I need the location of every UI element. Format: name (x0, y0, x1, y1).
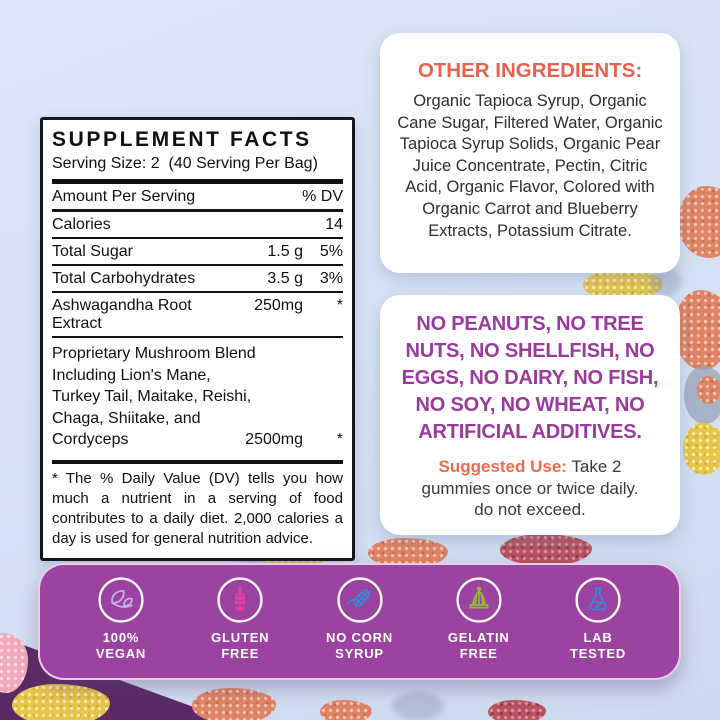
ingredients-line: Tapioca Syrup Solids, Organic Pear (399, 135, 661, 154)
badge-label: LAB TESTED (569, 630, 627, 661)
gummy-salmon-right (674, 290, 720, 370)
suggested-use-rest: Take 2 (566, 457, 622, 476)
divider-thick (52, 179, 343, 184)
allergen-card: NO PEANUTS, NO TREE NUTS, NO SHELLFISH, … (380, 295, 680, 535)
other-ingredients-card: OTHER INGREDIENTS: Organic Tapioca Syrup… (380, 33, 680, 273)
ingredients-line: Cane Sugar, Filtered Water, Organic (397, 113, 663, 132)
gelatin-mold-icon (456, 577, 502, 623)
gummy-yellow-bottom-left (12, 684, 110, 720)
badge-bar: 100% VEGAN GLUTEN FREE (38, 563, 681, 680)
allergen-statement: NO PEANUTS, NO TREE NUTS, NO SHELLFISH, … (388, 311, 672, 446)
ingredients-line: Juice Concentrate, Pectin, Citric (412, 156, 648, 175)
gummy-yellow-right (683, 423, 720, 475)
ingredients-line: Extracts, Potassium Citrate. (428, 221, 632, 240)
other-ingredients-heading: OTHER INGREDIENTS: (417, 59, 643, 82)
allergen-line: EGGS, NO DAIRY, NO FISH, (401, 367, 659, 389)
blend-line: Including Lion's Mane, (52, 366, 211, 384)
gummy-salmon-below-bar-2 (320, 700, 372, 720)
blend-line: Proprietary Mushroom Blend (52, 345, 256, 362)
wheat-icon (217, 577, 263, 623)
badge-label: 100% VEGAN (95, 630, 147, 661)
supplement-facts-panel: SUPPLEMENT FACTS Serving Size: 2 (40 Ser… (40, 117, 355, 561)
row-label: Total Carbohydrates (52, 270, 196, 287)
blend-amount: 2500mg (245, 431, 303, 448)
row-label: Total Sugar (52, 243, 133, 260)
lab-tested-badge: LAB TESTED (543, 575, 653, 678)
allergen-line: NO PEANUTS, NO TREE (416, 313, 644, 335)
divider-thick (52, 459, 343, 464)
proprietary-blend-block: Proprietary Mushroom Blend Including Lio… (52, 338, 343, 460)
table-row-calories: Calories 14 (52, 212, 343, 239)
row-amount: 1.5 g (267, 243, 303, 260)
badge-label: GLUTEN FREE (211, 630, 270, 661)
allergen-line: NO SOY, NO WHEAT, NO (415, 394, 645, 416)
row-dv: 5% (319, 243, 343, 260)
row-dv: 14 (325, 216, 343, 233)
gummy-orange-bit-right (697, 376, 720, 404)
gelatin-free-badge: GELATIN FREE (424, 575, 534, 678)
suggested-use-line-2: gummies once or twice daily. (421, 478, 639, 498)
ingredients-line: Organic Carrot and Blueberry (422, 199, 638, 218)
ingredients-line: Organic Tapioca Syrup, Organic (413, 92, 647, 110)
row-amount: 250mg (254, 297, 303, 314)
row-label: Calories (52, 216, 111, 233)
daily-value-footnote: * The % Daily Value (DV) tells you how m… (52, 469, 343, 547)
blend-line: Cordyceps (52, 431, 129, 448)
gummy-shadow (392, 692, 444, 720)
blend-line: Turkey Tail, Maitake, Reishi, (52, 388, 252, 405)
gummy-berry-below-bar (488, 700, 546, 720)
corn-icon (336, 577, 383, 623)
blend-line: Chaga, Shiitake, and (52, 409, 201, 427)
gluten-free-badge: GLUTEN FREE (185, 575, 295, 678)
allergen-line: ARTIFICIAL ADDITIVES. (418, 421, 642, 443)
row-amount: 3.5 g (267, 270, 303, 287)
suggested-use-block: Suggested Use: Take 2 gummies once or tw… (388, 456, 672, 521)
gummy-berry-above-bar (500, 534, 592, 566)
allergen-line: NUTS, NO SHELLFISH, NO (405, 340, 655, 362)
serving-size-line: Serving Size: 2 (40 Serving Per Bag) (52, 155, 318, 172)
badge-label: GELATIN FREE (447, 630, 510, 661)
suggested-use-line-3: do not exceed. (474, 500, 586, 519)
amount-per-serving-label: Amount Per Serving (52, 188, 196, 205)
no-corn-syrup-badge: NO CORN SYRUP (305, 575, 415, 678)
blend-dv: * (336, 431, 343, 448)
flask-icon (575, 577, 621, 623)
gummy-salmon-top-right (678, 186, 720, 258)
row-label: Ashwagandha Root Extract (52, 297, 192, 332)
percent-dv-label: % DV (302, 188, 343, 205)
table-row-total-carbohydrates: Total Carbohydrates 3.5 g 3% (52, 266, 343, 293)
table-row-total-sugar: Total Sugar 1.5 g 5% (52, 239, 343, 266)
badge-label: NO CORN SYRUP (326, 630, 393, 661)
blend-amount-row: Cordyceps 2500mg * (52, 429, 343, 451)
gummy-salmon-below-bar (192, 688, 276, 720)
row-dv: * (336, 297, 343, 314)
suggested-use-line-1: Suggested Use: Take 2 (388, 456, 672, 478)
suggested-use-label: Suggested Use: (438, 457, 567, 476)
ingredients-line: Acid, Organic Flavor, Colored with (405, 178, 655, 197)
row-dv: 3% (319, 270, 343, 287)
table-row-ashwagandha: Ashwagandha Root Extract 250mg * (52, 293, 343, 338)
facts-header-row: Amount Per Serving % DV (52, 184, 343, 212)
supplement-facts-title: SUPPLEMENT FACTS (52, 128, 312, 151)
leaf-icon (98, 577, 144, 623)
vegan-badge: 100% VEGAN (66, 575, 176, 678)
